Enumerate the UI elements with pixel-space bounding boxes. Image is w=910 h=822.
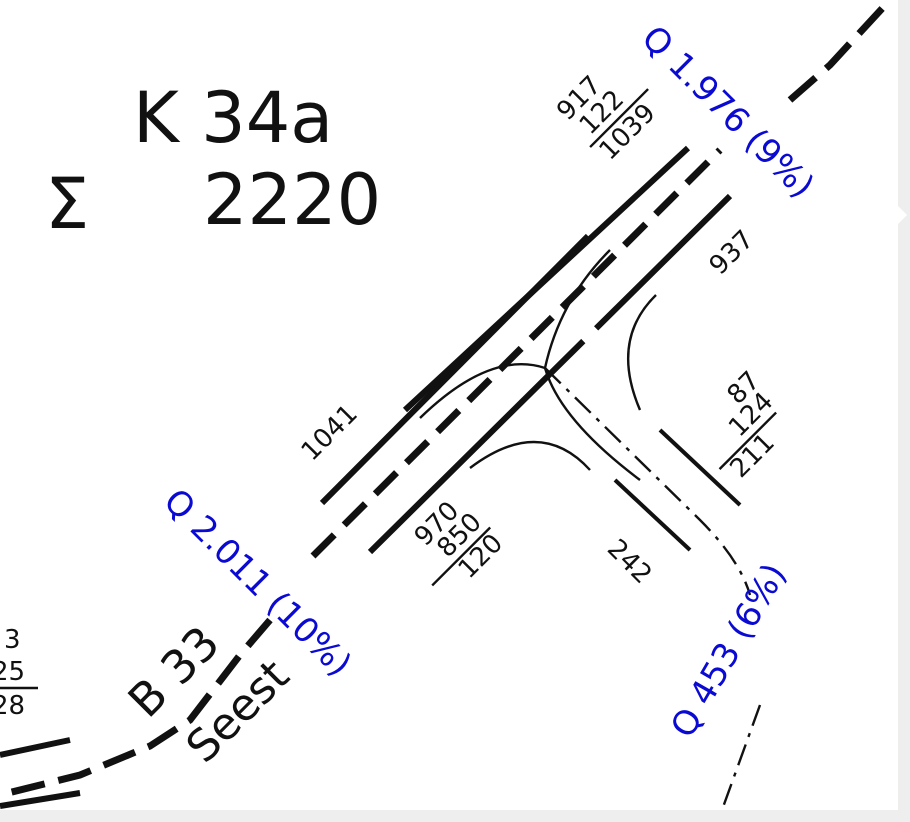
- sum-symbol: Σ: [45, 163, 89, 245]
- road-southwest-side-2: [0, 790, 81, 809]
- junction-diagram: K 34a Σ 2220 Q 1.976 (9%) Q 2.011 (10%) …: [0, 0, 893, 810]
- count-nw-approach: 1041: [296, 399, 364, 467]
- road-northeast-dash: [787, 0, 893, 103]
- road-centerline-dash: [310, 147, 723, 559]
- side-road-continuation: [720, 704, 762, 810]
- scroll-notch: [898, 206, 907, 224]
- turn-curve-center-3: [543, 367, 641, 481]
- left-stack-top2: 25: [0, 657, 25, 687]
- side-road-edge-1: [658, 428, 742, 507]
- sw-stack-bar: [431, 526, 492, 587]
- node-id-label: K 34a: [133, 77, 333, 159]
- fraction-stack-se: 87 124 211: [718, 366, 781, 484]
- road-edge-nw-2: [402, 145, 691, 413]
- side-road-lines: [419, 249, 762, 810]
- sum-value: 2220: [203, 159, 381, 241]
- road-southwest-dash: [0, 617, 273, 799]
- diagram-canvas: K 34a Σ 2220 Q 1.976 (9%) Q 2.011 (10%) …: [0, 0, 898, 810]
- turn-curve-center: [419, 363, 546, 419]
- side-road-centerline: [544, 367, 752, 596]
- flow-label-northeast: Q 1.976 (9%): [634, 18, 822, 206]
- frame-right-edge: [898, 0, 910, 822]
- side-road-edge-2: [613, 478, 692, 552]
- se-stack-bar: [718, 411, 777, 470]
- road-southwest-side: [0, 737, 71, 758]
- fraction-stack-left-edge: 3 25 28: [0, 625, 38, 721]
- flow-label-southeast: Q 453 (6%): [663, 557, 795, 745]
- fraction-stack-sw: 970 850 120: [409, 496, 509, 587]
- count-se-right: 242: [601, 534, 657, 590]
- turn-curve-center-2: [543, 249, 611, 369]
- turn-curve-ne: [626, 294, 657, 411]
- left-stack-bottom: 28: [0, 691, 25, 721]
- se-stack-bottom: 211: [724, 428, 780, 484]
- ne-stack-bar: [589, 88, 649, 148]
- fraction-stack-ne: 917 122 1039: [551, 70, 661, 166]
- count-ne-left: 937: [704, 225, 760, 281]
- left-stack-top1: 3: [4, 625, 21, 655]
- frame-bottom-edge: [0, 810, 910, 822]
- turn-curve-sw: [469, 440, 591, 471]
